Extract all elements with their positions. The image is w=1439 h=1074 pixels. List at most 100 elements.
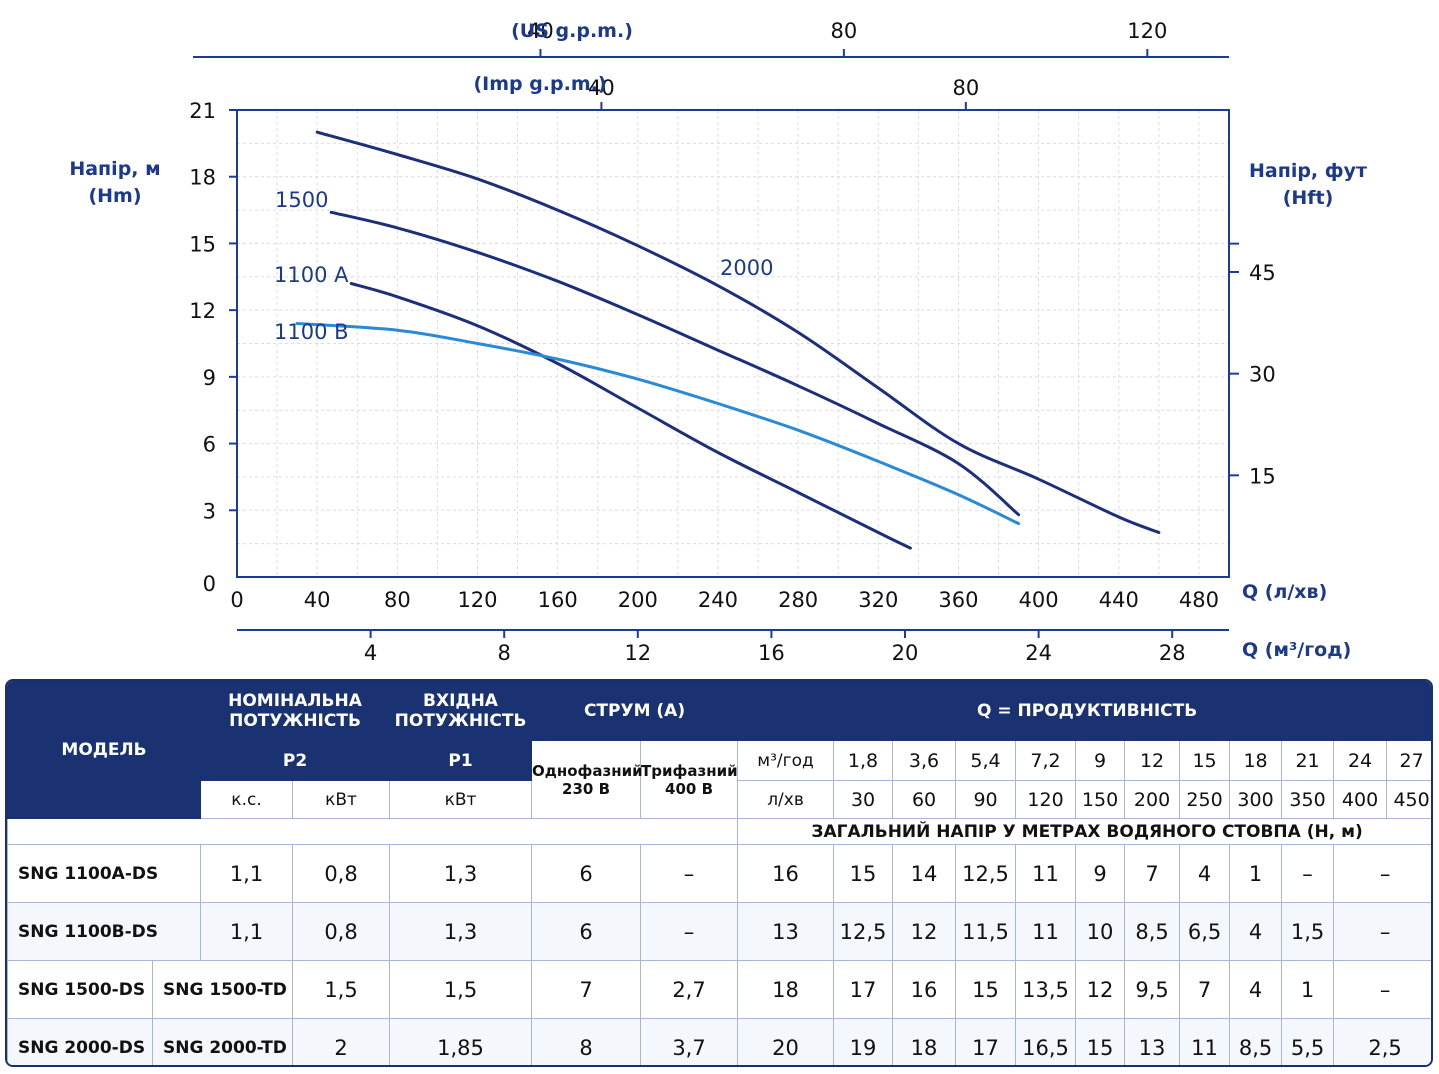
q-m3h-cell: 18 — [1229, 740, 1283, 781]
head-cell: 17 — [833, 960, 894, 1019]
y-tick-label: 6 — [203, 433, 216, 457]
header-p2-sub: P2 — [200, 740, 391, 781]
head-cell: 6,5 — [1179, 902, 1231, 961]
curve-label-2000: 2000 — [720, 256, 773, 280]
head-cell: 7 — [1124, 844, 1181, 903]
us-gpm-tick-label: 120 — [1127, 19, 1167, 43]
m3h-tick-label: 12 — [624, 641, 651, 665]
head-cell: – — [1281, 844, 1335, 903]
current-three-cell: 3,7 — [640, 1018, 739, 1065]
head-cell: 15 — [1075, 1018, 1126, 1065]
specs-table: МОДЕЛЬ НОМІНАЛЬНА ПОТУЖНІСТЬ ВХІДНА ПОТУЖН… — [7, 681, 1431, 1065]
model-cell: SNG 1100A-DS — [7, 844, 202, 903]
current-three-cell: – — [640, 902, 739, 961]
q-lmin-cell: 60 — [892, 780, 957, 819]
kw-cell: 0,8 — [292, 844, 391, 903]
y-tick-label: 18 — [189, 166, 216, 190]
header-kw-p1: кВт — [389, 780, 533, 819]
y-left-label-line2: (Hm) — [88, 185, 141, 207]
y-left-label-line1: Напір, м — [69, 158, 160, 180]
x-tick-label: 360 — [938, 588, 978, 612]
q-lmin-cell: 450 — [1386, 780, 1431, 819]
q-m3h-cell: 24 — [1333, 740, 1388, 781]
head-cell: 4 — [1229, 960, 1283, 1019]
head-cell: 5,5 — [1281, 1018, 1335, 1065]
header-head-note: ЗАГАЛЬНИЙ НАПІР У МЕТРАХ ВОДЯНОГО СТОВПА… — [737, 818, 1431, 845]
us-gpm-tick-label: 80 — [831, 19, 858, 43]
tick-labels: 0 3 6 9 12 15 18 21 15 30 45 0 40 80 120 160 200 240 280 32… — [189, 19, 1275, 665]
x-tick-label: 440 — [1099, 588, 1139, 612]
imp-gpm-tick-label: 40 — [588, 76, 615, 100]
head-cell: – — [1333, 902, 1431, 961]
model-cell: SNG 1100B-DS — [7, 902, 202, 961]
head-cell: 12,5 — [955, 844, 1017, 903]
p1-cell: 1,85 — [389, 1018, 533, 1065]
q-m3h-cell: 1,8 — [833, 740, 894, 781]
axes — [193, 49, 1239, 638]
head-cell: 4 — [1179, 844, 1231, 903]
m3h-tick-label: 28 — [1159, 641, 1186, 665]
head-cell: 17 — [955, 1018, 1017, 1065]
q-lmin-cell: 400 — [1333, 780, 1388, 819]
q-m3h-cell: 12 — [1124, 740, 1181, 781]
head-cell: – — [1333, 844, 1431, 903]
performance-curves — [295, 130, 1161, 550]
y-right-label-line1: Напір, фут — [1249, 160, 1367, 182]
q-m3h-cell: 21 — [1281, 740, 1335, 781]
y-tick-label: 12 — [189, 299, 216, 323]
x-tick-label: 280 — [778, 588, 818, 612]
x-tick-label: 160 — [538, 588, 578, 612]
header-spacer — [7, 818, 739, 845]
header-p1-sub: P1 — [389, 740, 533, 781]
head-cell: – — [1333, 960, 1431, 1019]
head-cell: 18 — [892, 1018, 957, 1065]
q-lmin-cell: 90 — [955, 780, 1017, 819]
curve-label-1100a: 1100 A — [274, 263, 349, 287]
q-m3h-cell: 5,4 — [955, 740, 1017, 781]
header-p2: НОМІНАЛЬНА ПОТУЖНІСТЬ — [200, 681, 391, 741]
curve-label-1500: 1500 — [275, 188, 328, 212]
q-lmin-cell: 300 — [1229, 780, 1283, 819]
table-row: SNG 1100A-DS 1,1 0,8 1,3 6 – 16 15 14 12… — [7, 844, 1431, 903]
y-tick-label: 21 — [189, 99, 216, 123]
kw-cell: 0,8 — [292, 902, 391, 961]
head-cell: 9,5 — [1124, 960, 1181, 1019]
model-td-cell: SNG 1500-TD — [151, 960, 294, 1019]
y-right-label-line2: (Hft) — [1283, 187, 1334, 209]
x-tick-label: 120 — [457, 588, 497, 612]
y-tick-label: 0 — [203, 572, 216, 596]
header-hp: к.с. — [200, 780, 294, 819]
axis-labels: (US g.p.m.) (Imp g.p.m.) Напір, м (Hm) Н… — [69, 20, 1367, 661]
head-cell: 4 — [1229, 902, 1283, 961]
kw-cell: 2 — [292, 1018, 391, 1065]
p1-cell: 1,3 — [389, 902, 533, 961]
q-lmin-cell: 150 — [1075, 780, 1126, 819]
head-cell: 20 — [737, 1018, 835, 1065]
x-tick-label: 0 — [230, 588, 243, 612]
x-lmin-label: Q (л/хв) — [1242, 581, 1327, 603]
header-lmin: л/хв — [737, 780, 835, 819]
head-cell: 13,5 — [1015, 960, 1077, 1019]
us-gpm-tick-label: 40 — [527, 19, 554, 43]
m3h-tick-label: 16 — [758, 641, 785, 665]
head-cell: 11 — [1015, 844, 1077, 903]
table-row: SNG 1500-DS SNG 1500-TD 1,5 1,5 7 2,7 18… — [7, 960, 1431, 1019]
head-cell: 14 — [892, 844, 957, 903]
head-cell: 7 — [1179, 960, 1231, 1019]
plot-area — [237, 110, 1229, 577]
current-single-cell: 7 — [531, 960, 642, 1019]
head-cell: 1 — [1229, 844, 1283, 903]
curve-2000 — [315, 130, 1161, 534]
hft-tick-label: 15 — [1249, 464, 1276, 488]
hft-tick-label: 30 — [1249, 363, 1276, 387]
hp-cell: 1,1 — [200, 902, 294, 961]
curve-labels: 2000 1500 1100 A 1100 B — [274, 188, 773, 344]
x-tick-label: 400 — [1019, 588, 1059, 612]
header-model: МОДЕЛЬ — [7, 681, 202, 819]
y-tick-label: 15 — [189, 232, 216, 256]
header-current: СТРУМ (А) — [531, 681, 739, 741]
head-cell: 18 — [737, 960, 835, 1019]
model-cell: SNG 1500-DS — [7, 960, 153, 1019]
plot-frame — [236, 109, 1230, 578]
hft-tick-label: 45 — [1249, 261, 1276, 285]
